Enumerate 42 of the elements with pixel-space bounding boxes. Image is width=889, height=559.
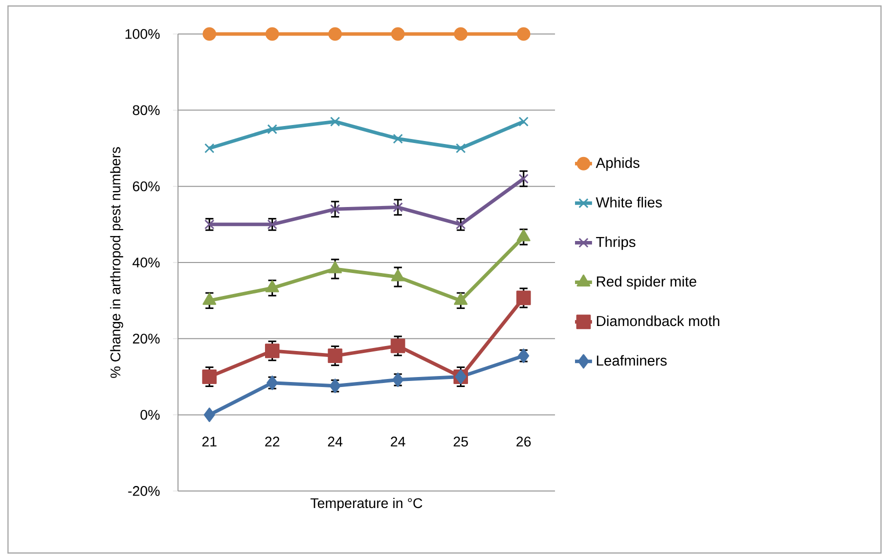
- x-tick-label: 25: [454, 436, 468, 447]
- y-tick-label: 40%: [132, 258, 160, 268]
- point: [454, 27, 468, 41]
- legend-label: White flies: [596, 196, 662, 208]
- x-axis-title: Temperature in °C: [310, 498, 422, 511]
- point: [202, 370, 217, 384]
- point: [516, 290, 531, 306]
- point: [392, 202, 403, 212]
- y-tick-label: 60%: [132, 181, 160, 192]
- point: [202, 27, 216, 41]
- legend-label: Diamondback moth: [596, 316, 720, 326]
- legend-label: Red spider mite: [596, 276, 696, 290]
- point: [330, 204, 340, 214]
- legend-label: Thrips: [596, 236, 636, 250]
- point: [204, 143, 214, 154]
- point: [518, 174, 529, 184]
- point: [204, 408, 216, 422]
- point: [516, 27, 530, 41]
- y-tick-label: 20%: [132, 334, 160, 344]
- point: [391, 27, 405, 41]
- point: [328, 27, 342, 41]
- x-tick-label: 26: [516, 436, 531, 447]
- point: [265, 344, 280, 358]
- point: [390, 338, 406, 354]
- point: [266, 27, 279, 41]
- y-tick-label: 100%: [126, 29, 160, 39]
- legend-label: Leafminers: [596, 355, 667, 366]
- x-tick-label: 24: [328, 436, 342, 446]
- point: [267, 124, 278, 134]
- y-axis-title: % Change in arthropod pest numbers: [110, 147, 124, 378]
- legend-label: Aphids: [596, 157, 640, 171]
- point: [392, 134, 403, 144]
- x-tick-label: 22: [265, 436, 280, 446]
- point: [456, 143, 466, 154]
- y-tick-label: 80%: [132, 105, 160, 116]
- x-tick-label: 21: [202, 436, 216, 446]
- x-tick-label: 24: [390, 436, 406, 446]
- point: [518, 116, 529, 127]
- point: [330, 116, 340, 127]
- y-tick-label: -20%: [128, 486, 160, 496]
- y-tick-label: 0%: [140, 410, 160, 420]
- point: [328, 348, 342, 364]
